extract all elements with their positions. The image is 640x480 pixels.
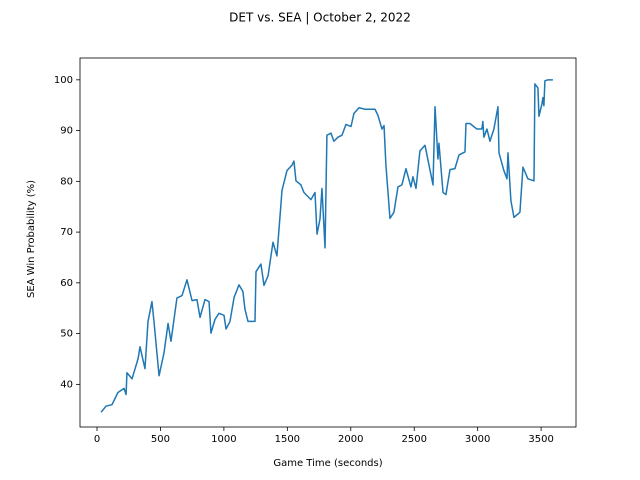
x-tick-label: 3000 <box>465 434 490 445</box>
y-tick-label: 90 <box>60 126 73 137</box>
line-series <box>100 79 553 413</box>
y-tick-label: 70 <box>60 227 73 238</box>
x-tick-label: 1000 <box>211 434 236 445</box>
y-tick-label: 100 <box>54 75 73 86</box>
y-tick-label: 60 <box>60 278 73 289</box>
x-axis-label: Game Time (seconds) <box>273 458 382 469</box>
y-tick-label: 80 <box>60 176 73 187</box>
plot-frame <box>79 57 577 428</box>
x-tick-label: 0 <box>94 434 100 445</box>
chart-title: DET vs. SEA | October 2, 2022 <box>229 11 411 25</box>
x-tick-label: 500 <box>151 434 170 445</box>
x-tick-label: 2000 <box>338 434 363 445</box>
y-axis-label: SEA Win Probability (%) <box>26 180 37 298</box>
y-tick-label: 40 <box>60 379 73 390</box>
x-tick-label: 3500 <box>528 434 553 445</box>
y-tick-label: 50 <box>60 329 73 340</box>
x-tick-label: 2500 <box>401 434 426 445</box>
x-tick-label: 1500 <box>275 434 300 445</box>
